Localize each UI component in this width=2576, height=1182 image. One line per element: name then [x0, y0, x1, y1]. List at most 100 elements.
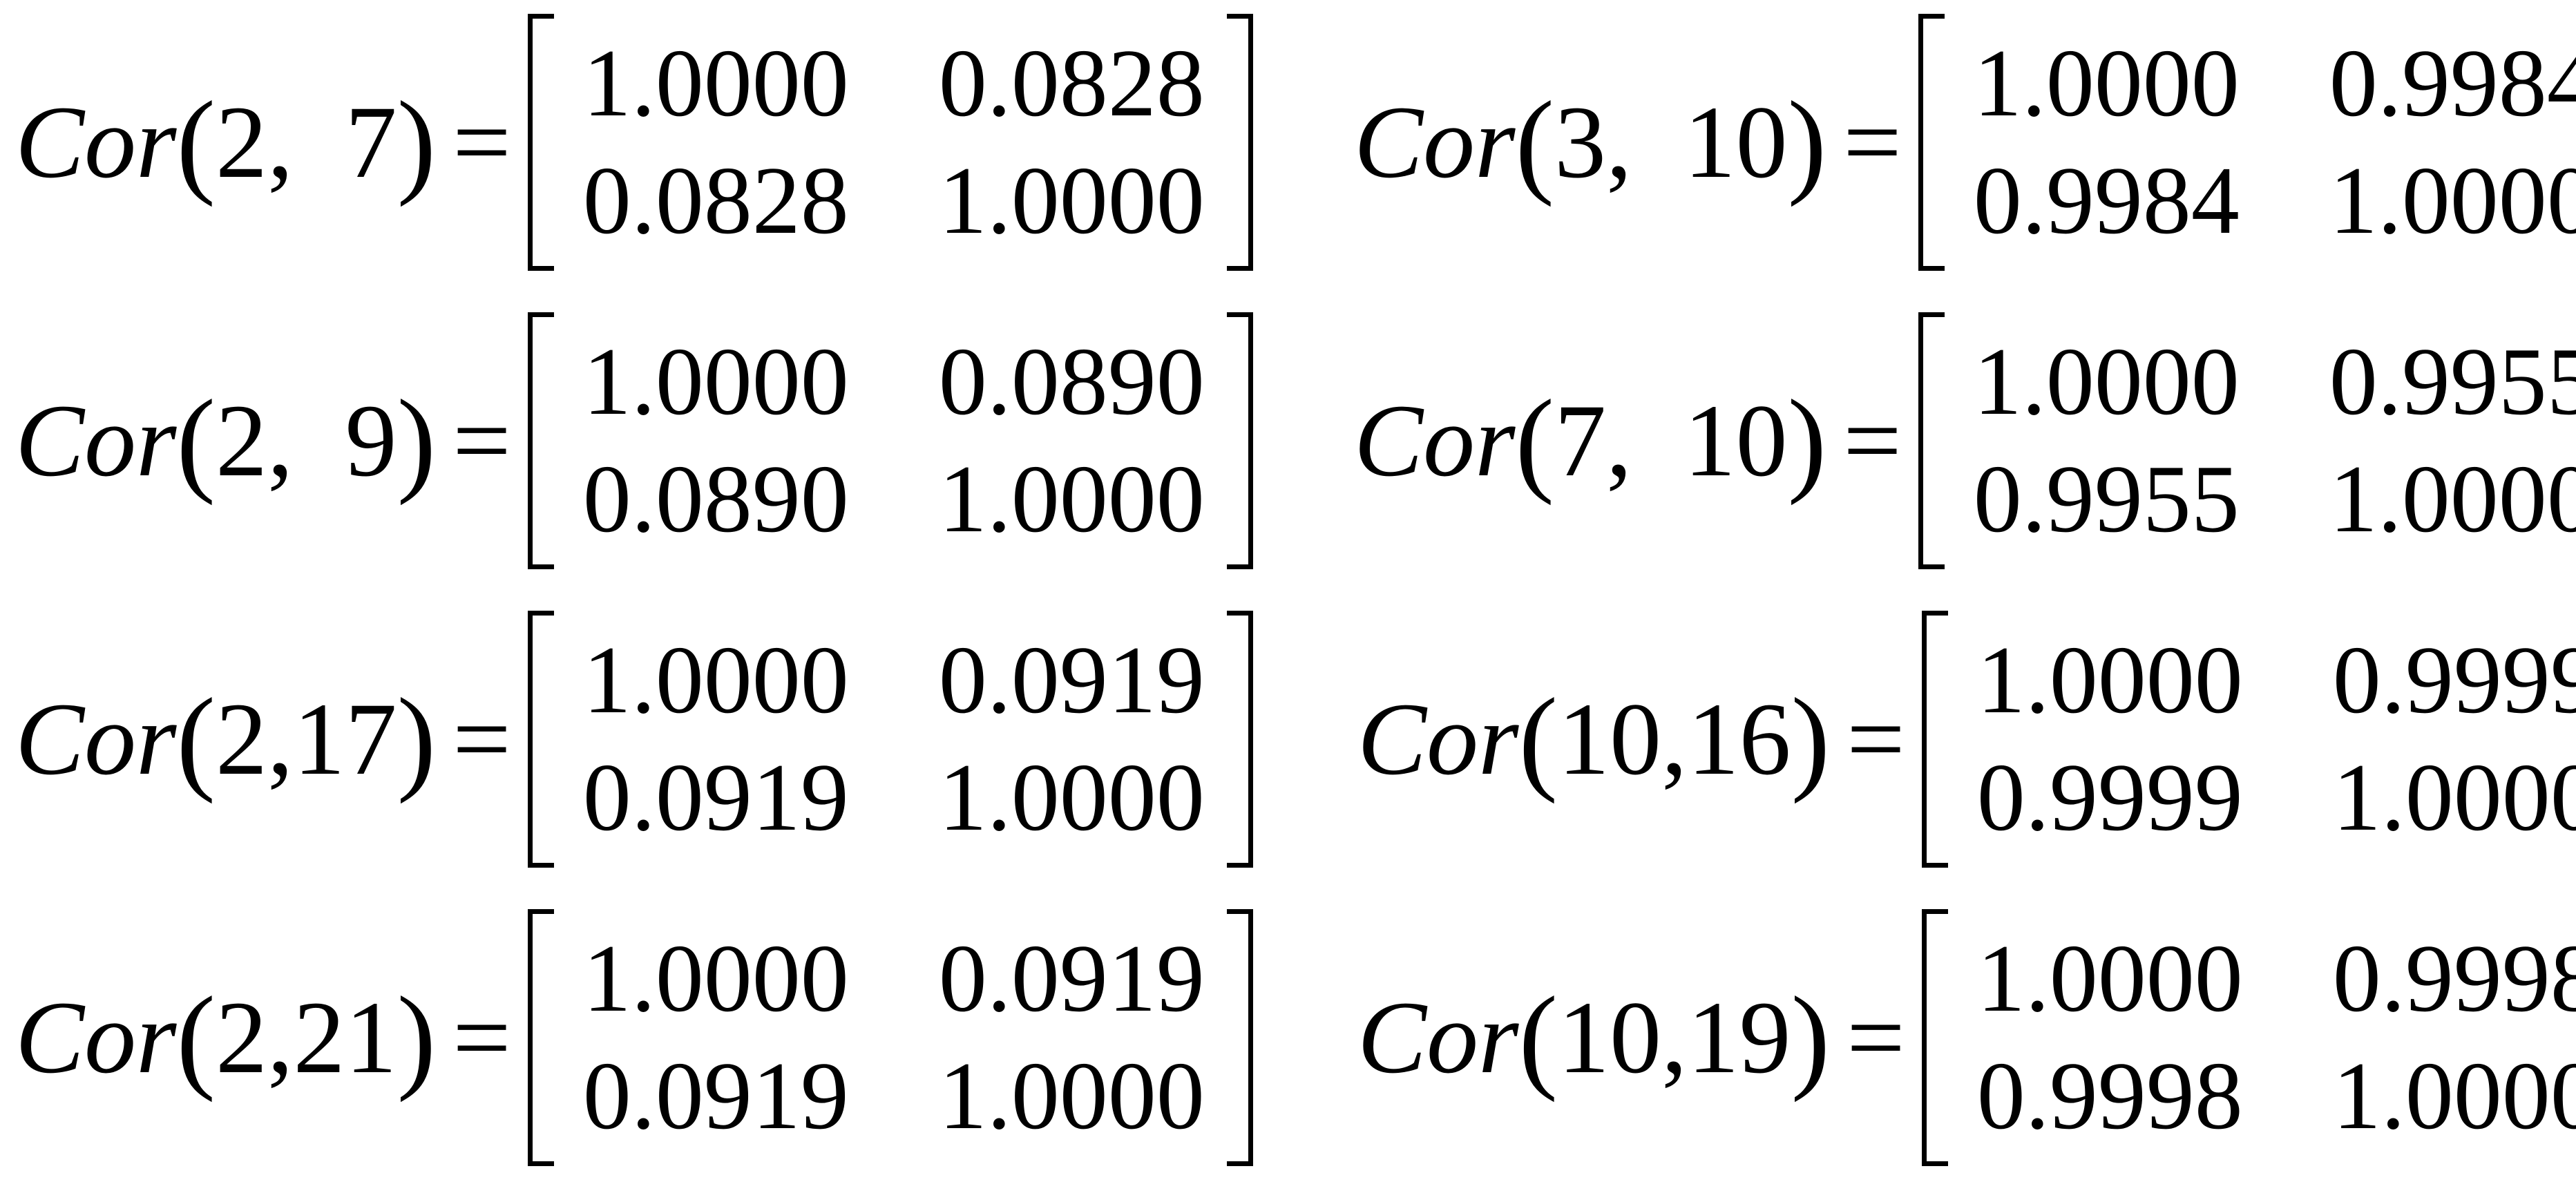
equation-cor-2-17: Cor(2,17) = 1.0000 0.0919 0.0919 1.0000 — [15, 608, 1253, 870]
open-paren: ( — [1515, 77, 1555, 207]
equals-sign: = — [1843, 383, 1902, 498]
matrix-cell: 1.0000 — [582, 925, 849, 1032]
matrix-grid: 1.0000 0.9955 0.9955 1.0000 — [1974, 334, 2576, 548]
close-paren: ) — [1787, 376, 1827, 506]
matrix-cell: 0.9998 — [1976, 1042, 2243, 1150]
matrix-cell: 0.0828 — [582, 147, 849, 254]
function-name: Cor — [1354, 85, 1516, 200]
function-args: 2, 7 — [216, 85, 397, 200]
matrix-cell: 1.0000 — [582, 328, 849, 435]
equation-lhs: Cor(2, 9) = — [15, 382, 528, 499]
left-bracket — [1918, 14, 1945, 271]
matrix-cell: 0.0919 — [938, 627, 1205, 734]
function-args: 10,19 — [1558, 980, 1791, 1095]
matrix-cell: 1.0000 — [2329, 446, 2576, 553]
left-bracket — [527, 312, 554, 569]
close-paren: ) — [1791, 973, 1831, 1103]
equation-lhs: Cor(10,19) = — [1357, 979, 1922, 1096]
matrix-grid: 1.0000 0.0919 0.0919 1.0000 — [583, 632, 1205, 846]
function-args: 2,21 — [216, 980, 397, 1095]
close-paren: ) — [397, 376, 437, 506]
matrix-cell: 0.0919 — [582, 744, 849, 851]
right-bracket — [1226, 909, 1253, 1166]
close-paren: ) — [397, 674, 437, 804]
correlation-matrix: 1.0000 0.0828 0.0828 1.0000 — [527, 14, 1253, 271]
equation-cor-7-10: Cor(7, 10) = 1.0000 0.9955 0.9955 1.0000 — [1354, 309, 2576, 572]
equation-cor-10-19: Cor(10,19) = 1.0000 0.9998 0.9998 1.0000 — [1357, 906, 2576, 1169]
function-name: Cor — [1354, 383, 1516, 498]
open-paren: ( — [1518, 973, 1558, 1103]
correlation-matrix: 1.0000 0.0919 0.0919 1.0000 — [527, 611, 1253, 868]
function-name: Cor — [1357, 682, 1519, 797]
correlation-matrix: 1.0000 0.9955 0.9955 1.0000 — [1918, 312, 2576, 569]
equation-lhs: Cor(7, 10) = — [1354, 382, 1918, 499]
close-paren: ) — [1787, 77, 1827, 207]
close-paren: ) — [397, 973, 437, 1103]
equation-lhs: Cor(3, 10) = — [1354, 84, 1918, 201]
open-paren: ( — [176, 973, 216, 1103]
matrix-cell: 0.9984 — [2329, 30, 2576, 137]
matrix-grid: 1.0000 0.9998 0.9998 1.0000 — [1977, 931, 2576, 1145]
matrix-cell: 1.0000 — [2329, 147, 2576, 254]
open-paren: ( — [1518, 674, 1558, 804]
matrix-grid: 1.0000 0.9999 0.9999 1.0000 — [1977, 632, 2576, 846]
right-bracket — [1226, 611, 1253, 868]
correlation-matrix: 1.0000 0.9999 0.9999 1.0000 — [1921, 611, 2576, 868]
equation-cor-2-7: Cor(2, 7) = 1.0000 0.0828 0.0828 1.0000 — [15, 11, 1253, 274]
equals-sign: = — [1847, 682, 1905, 797]
equals-sign: = — [452, 383, 511, 498]
matrix-grid: 1.0000 0.0919 0.0919 1.0000 — [583, 931, 1205, 1145]
matrix-cell: 0.9998 — [2332, 925, 2576, 1032]
left-bracket — [527, 909, 554, 1166]
matrix-cell: 1.0000 — [938, 1042, 1205, 1150]
equals-sign: = — [452, 85, 511, 200]
matrix-grid: 1.0000 0.0828 0.0828 1.0000 — [583, 35, 1205, 249]
equation-cor-2-9: Cor(2, 9) = 1.0000 0.0890 0.0890 1.0000 — [15, 309, 1253, 572]
matrix-cell: 1.0000 — [1976, 627, 2243, 734]
matrix-grid: 1.0000 0.9984 0.9984 1.0000 — [1974, 35, 2576, 249]
equation-cor-3-10: Cor(3, 10) = 1.0000 0.9984 0.9984 1.0000 — [1354, 11, 2576, 274]
function-args: 7, 10 — [1554, 383, 1788, 498]
equals-sign: = — [1843, 85, 1902, 200]
matrix-cell: 1.0000 — [582, 627, 849, 734]
matrix-cell: 0.0919 — [582, 1042, 849, 1150]
close-paren: ) — [1791, 674, 1831, 804]
open-paren: ( — [176, 674, 216, 804]
matrix-cell: 0.9984 — [1973, 147, 2240, 254]
left-bracket — [527, 611, 554, 868]
matrix-cell: 0.9999 — [2332, 627, 2576, 734]
matrix-cell: 1.0000 — [1973, 328, 2240, 435]
correlation-matrix: 1.0000 0.9984 0.9984 1.0000 — [1918, 14, 2576, 271]
function-args: 3, 10 — [1554, 85, 1788, 200]
matrix-cell: 0.9955 — [1973, 446, 2240, 553]
matrix-cell: 0.0919 — [938, 925, 1205, 1032]
function-name: Cor — [15, 682, 177, 797]
function-name: Cor — [1357, 980, 1519, 1095]
function-name: Cor — [15, 383, 177, 498]
matrix-grid: 1.0000 0.0890 0.0890 1.0000 — [583, 334, 1205, 548]
matrix-cell: 1.0000 — [1973, 30, 2240, 137]
open-paren: ( — [1515, 376, 1555, 506]
matrix-cell: 1.0000 — [2332, 1042, 2576, 1150]
matrix-cell: 1.0000 — [2332, 744, 2576, 851]
open-paren: ( — [176, 77, 216, 207]
equation-lhs: Cor(2,21) = — [15, 979, 528, 1096]
matrix-cell: 0.9955 — [2329, 328, 2576, 435]
function-name: Cor — [15, 980, 177, 1095]
function-args: 10,16 — [1558, 682, 1791, 797]
close-paren: ) — [397, 77, 437, 207]
function-args: 2,17 — [216, 682, 397, 797]
matrix-cell: 1.0000 — [582, 30, 849, 137]
matrix-cell: 1.0000 — [1976, 925, 2243, 1032]
equals-sign: = — [452, 980, 511, 1095]
correlation-matrix: 1.0000 0.0890 0.0890 1.0000 — [527, 312, 1253, 569]
equation-lhs: Cor(2, 7) = — [15, 84, 528, 201]
left-bracket — [527, 14, 554, 271]
function-name: Cor — [15, 85, 177, 200]
correlation-matrix: 1.0000 0.9998 0.9998 1.0000 — [1921, 909, 2576, 1166]
equation-lhs: Cor(2,17) = — [15, 680, 528, 798]
left-bracket — [1921, 611, 1948, 868]
matrix-cell: 0.0828 — [938, 30, 1205, 137]
equals-sign: = — [1847, 980, 1905, 1095]
